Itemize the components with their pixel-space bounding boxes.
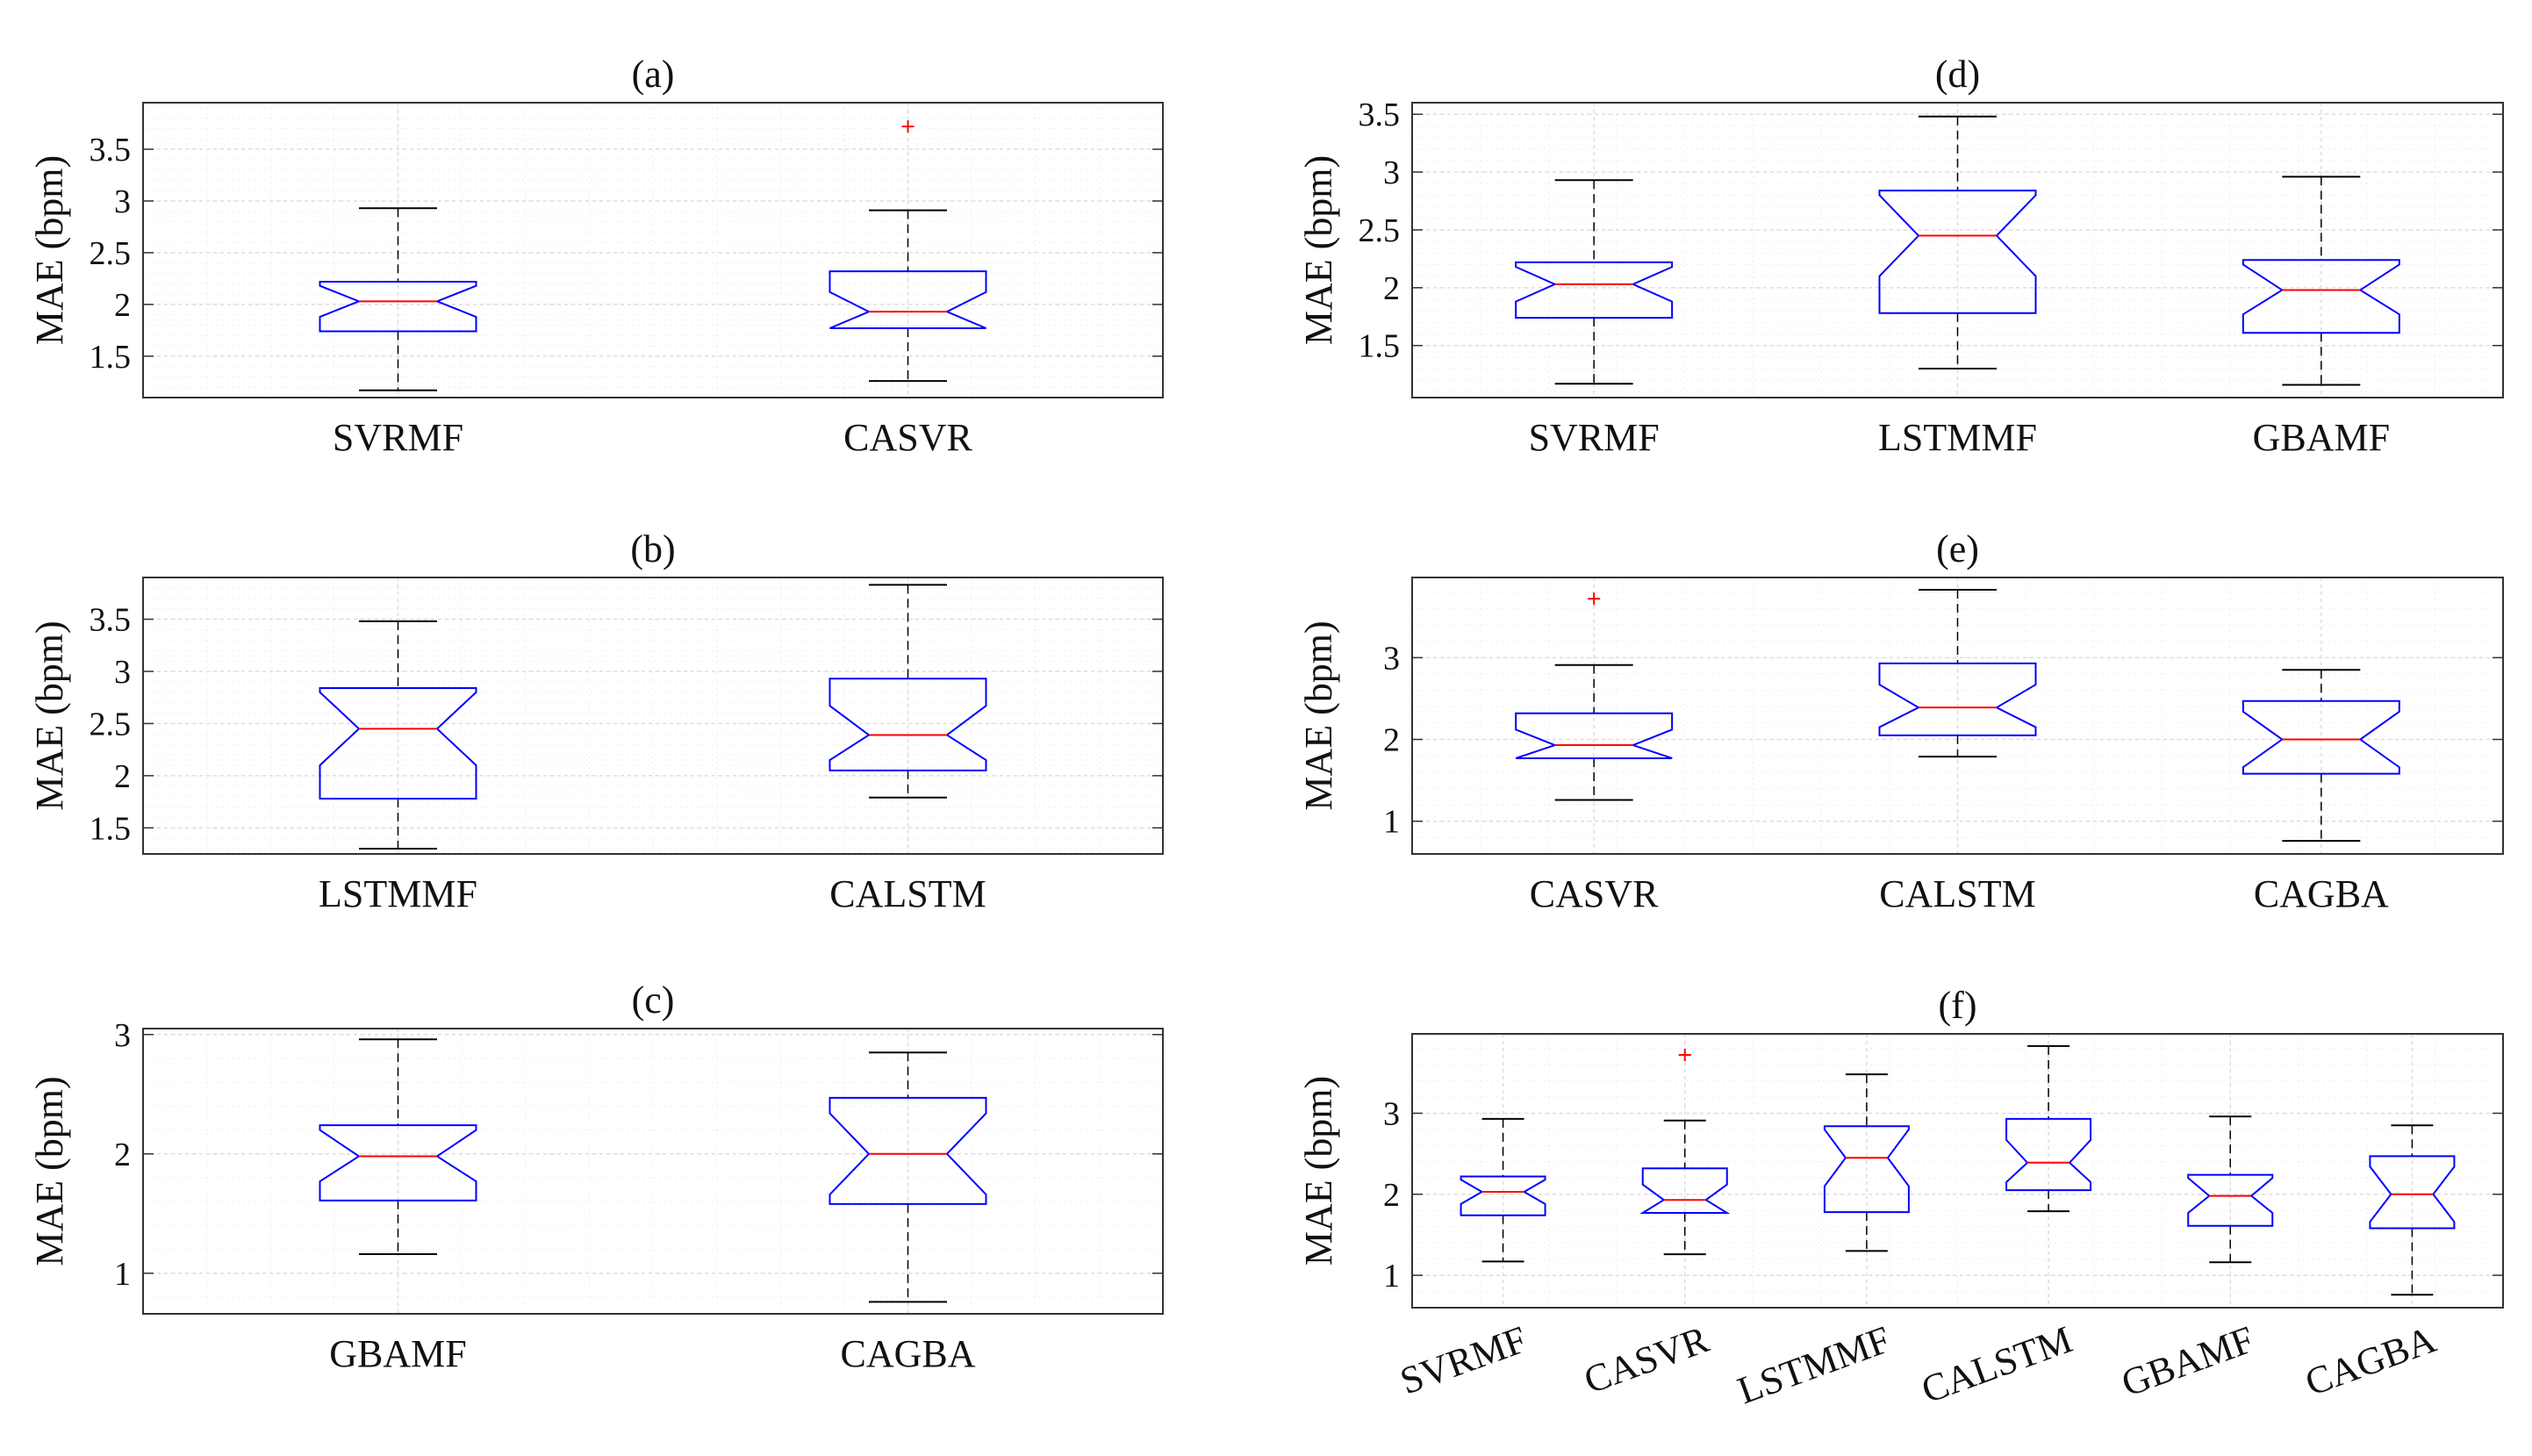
box-gbamf (2242, 176, 2400, 386)
y-tick-label: 1.5 (90, 810, 132, 847)
axes-frame (142, 102, 1164, 398)
axes-frame (1411, 1033, 2504, 1309)
notched-box (319, 687, 477, 800)
y-tick-label: 3 (114, 183, 131, 220)
notched-box (1878, 190, 2037, 314)
notched-box (2369, 1155, 2456, 1230)
y-axis-label: MAE (bpm) (1297, 1076, 1340, 1266)
y-tick-label: 2 (114, 287, 131, 324)
box-cagba (2242, 669, 2400, 843)
box-calstm (1878, 588, 2037, 758)
y-tick-label: 3 (1383, 154, 1400, 191)
y-tick-label: 2 (1383, 270, 1400, 307)
notched-box (1460, 1175, 1546, 1216)
y-tick-label: 2.5 (90, 706, 132, 742)
y-axis-label: MAE (bpm) (28, 155, 71, 345)
box-casvr (828, 120, 987, 383)
y-tick-label: 3 (1383, 1095, 1400, 1132)
notched-box (828, 678, 987, 771)
notched-box (2242, 259, 2400, 334)
panel-c: 1 2 3 (c) MAE (bpm) GBAMF CAGBA (28, 979, 1164, 1375)
y-tick-label: 1 (1383, 804, 1400, 841)
axes-frame (142, 577, 1164, 855)
panel-b: 1.5 2 2.5 3 3.5 (b) MAE (bpm) LSTMMF CALSTM (28, 527, 1164, 915)
y-tick-label: 3.5 (90, 602, 132, 639)
y-axis-label: MAE (bpm) (1297, 155, 1340, 345)
notched-box (1639, 1167, 1731, 1214)
box-svrmf (1515, 179, 1674, 385)
y-tick-label: 2 (114, 1137, 131, 1173)
y-tick-label: 2 (114, 758, 131, 795)
box-gbamf (319, 1038, 477, 1256)
category-label: SVRMF (1529, 416, 1660, 459)
y-tick-label: 3 (114, 654, 131, 691)
category-label: LSTMMF (1878, 416, 2037, 459)
y-tick-label: 1.5 (1359, 328, 1401, 365)
box-calstm (2005, 1044, 2092, 1213)
category-label: CASVR (1530, 872, 1659, 915)
box-svrmf (319, 207, 477, 391)
box-lstmmf (319, 620, 477, 850)
box-casvr (1515, 592, 1674, 801)
panel-d: 1.5 2 2.5 3 3.5 (d) MAE (bpm) SVRMF LSTMMF GBAMF (1297, 53, 2504, 459)
box-cagba (828, 1051, 987, 1303)
notched-box (2187, 1173, 2274, 1227)
y-tick-label: 3.5 (1359, 97, 1401, 133)
notched-box (1878, 662, 2037, 736)
panel-title: (f) (1939, 984, 1977, 1027)
axes-frame (1411, 102, 2504, 398)
category-label: GBAMF (2253, 416, 2391, 459)
outlier-marker (901, 120, 915, 133)
notched-box (1515, 712, 1674, 759)
panel-title: (d) (1935, 53, 1980, 96)
box-lstmmf (1823, 1073, 1910, 1252)
notched-box (1823, 1125, 1910, 1214)
panel-title: (e) (1936, 527, 1979, 570)
category-label: CAGBA (840, 1332, 975, 1375)
category-label: LSTMMF (319, 872, 477, 915)
notched-box (2005, 1117, 2092, 1192)
notched-box (319, 1124, 477, 1201)
notched-box (319, 280, 477, 333)
panel-title: (a) (632, 53, 675, 96)
box-cagba (2369, 1124, 2456, 1296)
y-axis-label: MAE (bpm) (28, 620, 71, 810)
box-lstmmf (1878, 115, 2037, 370)
axes-frame (1411, 577, 2504, 855)
category-label: CALSTM (1879, 872, 2035, 915)
y-tick-label: 3.5 (90, 132, 132, 169)
y-tick-label: 2.5 (90, 235, 132, 272)
panel-title: (c) (632, 979, 675, 1022)
outlier-marker (1588, 592, 1601, 606)
box-calstm (828, 584, 987, 799)
category-label: SVRMF (333, 416, 463, 459)
notched-box (828, 270, 987, 330)
y-tick-label: 1 (1383, 1258, 1400, 1295)
notched-box (2242, 699, 2400, 775)
category-label: CASVR (843, 416, 972, 459)
panel-a: 1.5 2 2.5 3 3.5 (a) MAE (bpm) SVRMF CASVR (28, 53, 1164, 459)
panel-e: 1 2 3 (e) MAE (bpm) CASVR CALSTM CAGBA (1297, 527, 2504, 915)
y-axis-label: MAE (bpm) (28, 1076, 71, 1266)
y-tick-label: 1.5 (90, 339, 132, 376)
y-tick-label: 2.5 (1359, 212, 1401, 249)
y-tick-label: 1 (114, 1256, 131, 1293)
box-gbamf (2187, 1115, 2274, 1264)
y-tick-label: 2 (1383, 722, 1400, 759)
category-label: CAGBA (2254, 872, 2389, 915)
panel-title: (b) (630, 527, 675, 570)
axes-frame (142, 1028, 1164, 1315)
notched-box (828, 1096, 987, 1205)
y-tick-label: 2 (1383, 1177, 1400, 1214)
category-label: CALSTM (829, 872, 986, 915)
notched-box (1515, 261, 1674, 319)
y-axis-label: MAE (bpm) (1297, 620, 1340, 810)
category-label: GBAMF (329, 1332, 467, 1375)
y-tick-label: 3 (114, 1017, 131, 1054)
outlier-marker (1678, 1049, 1691, 1061)
box-svrmf (1460, 1117, 1546, 1263)
box-casvr (1639, 1049, 1731, 1256)
y-tick-label: 3 (1383, 640, 1400, 677)
